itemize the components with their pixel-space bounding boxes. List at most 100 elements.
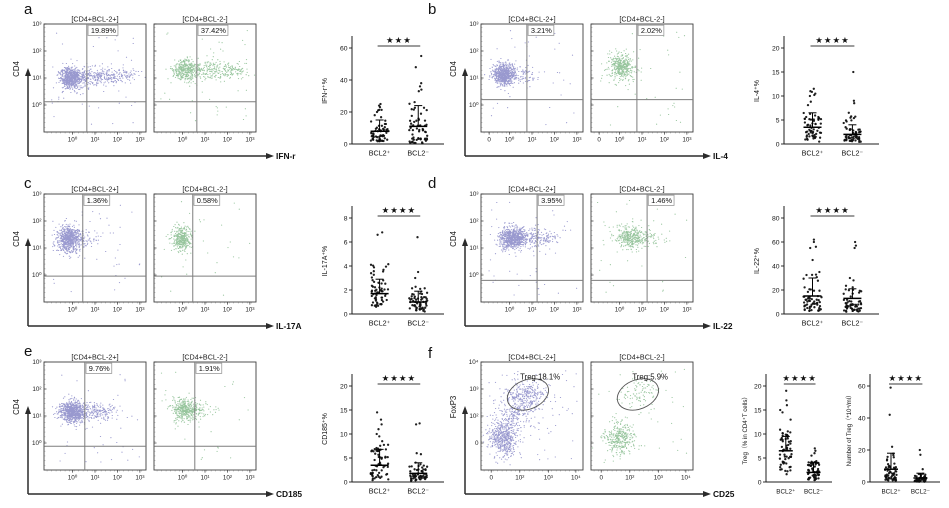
flow-x-axis-label: CD185 (276, 489, 302, 499)
svg-text:6: 6 (344, 239, 348, 246)
svg-text:60: 60 (772, 239, 780, 246)
flow-x-axis-label: IL-22 (713, 321, 733, 331)
svg-text:10²: 10² (32, 48, 41, 55)
group-label: BCL2⁺ (802, 149, 824, 158)
scatter-y-axis-label: IL-22⁺% (754, 248, 761, 274)
significance-stars: ★★★★ (782, 373, 816, 383)
svg-text:10⁴: 10⁴ (681, 475, 691, 482)
svg-text:0: 0 (776, 141, 780, 148)
group-label: BCL2⁺ (881, 489, 900, 496)
svg-text:10: 10 (754, 431, 762, 438)
svg-text:10⁴: 10⁴ (571, 475, 581, 482)
svg-text:10⁰: 10⁰ (178, 475, 188, 482)
svg-text:15: 15 (754, 407, 762, 414)
flow-x-axis-label: IL-17A (276, 321, 302, 331)
svg-text:10¹: 10¹ (637, 307, 646, 314)
cell-dot-cloud (51, 200, 141, 293)
treg-gate-ellipse (506, 378, 549, 411)
svg-text:60: 60 (340, 45, 348, 52)
gate-percentage-label: 0.58% (197, 196, 218, 205)
flow-y-axis-label: FoxP3 (449, 396, 458, 419)
svg-text:10¹: 10¹ (90, 137, 99, 144)
svg-text:10³: 10³ (682, 137, 691, 144)
scatter-y-axis-label: IFN-r⁺% (322, 78, 329, 104)
svg-text:40: 40 (772, 263, 780, 270)
svg-text:[CD4+BCL-2-]: [CD4+BCL-2-] (619, 353, 664, 362)
svg-text:0: 0 (758, 479, 762, 486)
x-axis-arrowhead-icon (266, 153, 274, 159)
dot-strip-e: 0 5 10 15 20 CD185⁺% BCL2⁺ BCL2⁻ ★★★★ (318, 356, 450, 506)
svg-text:10¹: 10¹ (32, 413, 41, 420)
svg-text:40: 40 (340, 77, 348, 84)
svg-text:[CD4+BCL-2-]: [CD4+BCL-2-] (619, 185, 664, 194)
svg-text:[CD4+BCL-2+]: [CD4+BCL-2+] (508, 15, 555, 24)
svg-text:10³: 10³ (32, 191, 41, 198)
svg-text:10⁰: 10⁰ (32, 102, 42, 109)
svg-text:0: 0 (489, 475, 493, 482)
svg-text:10⁰: 10⁰ (505, 137, 515, 144)
svg-text:10⁴: 10⁴ (469, 359, 479, 366)
svg-text:10⁰: 10⁰ (32, 440, 42, 447)
svg-text:10³: 10³ (572, 137, 581, 144)
gate-percentage-label: 9.76% (89, 364, 110, 373)
svg-text:0: 0 (599, 475, 603, 482)
x-axis-arrowhead-icon (703, 153, 711, 159)
svg-text:2: 2 (344, 287, 348, 294)
panel-letter-d: d (428, 175, 437, 192)
y-axis-arrowhead-icon (462, 406, 468, 414)
svg-text:[CD4+BCL-2-]: [CD4+BCL-2-] (182, 185, 227, 194)
group-label: BCL2⁺ (369, 487, 391, 496)
svg-text:0: 0 (776, 311, 780, 318)
x-axis-arrowhead-icon (266, 323, 274, 329)
gate-percentage-label: 1.36% (87, 196, 108, 205)
scatter-y-axis-label: IL-4⁺% (754, 80, 761, 102)
svg-text:10¹: 10¹ (32, 75, 41, 82)
svg-text:10²: 10² (113, 307, 122, 314)
svg-text:10⁰: 10⁰ (178, 137, 188, 144)
flow-y-axis-label: CD4 (449, 231, 458, 247)
svg-text:10²: 10² (515, 475, 524, 482)
svg-text:10¹: 10¹ (200, 307, 209, 314)
group-label: BCL2⁻ (407, 149, 429, 158)
flow-y-axis-label: CD4 (12, 399, 21, 415)
svg-text:10²: 10² (223, 475, 232, 482)
svg-text:0: 0 (475, 440, 479, 447)
group-label: BCL2⁻ (911, 489, 930, 496)
dot-strip-f-number: 0 20 40 60 Number of Treg（*10⁴/ml） BCL2⁺ BCL2⁻… (842, 356, 946, 506)
group-label: BCL2⁻ (842, 149, 864, 158)
gate-percentage-label: 1.91% (199, 364, 220, 373)
svg-text:10¹: 10¹ (527, 307, 536, 314)
scatter-y-axis-label: CD185⁺% (322, 413, 329, 445)
y-axis-arrowhead-icon (462, 68, 468, 76)
scatter-y-axis-label: IL-17A⁺% (322, 246, 329, 277)
panel-letter-a: a (24, 1, 33, 18)
svg-text:10¹: 10¹ (469, 75, 478, 82)
cell-dot-cloud (160, 30, 256, 122)
scatter-y-axis-label: Treg（% in CD4⁺T cells） (742, 394, 749, 465)
significance-stars: ★★★ (386, 35, 412, 45)
gate-percentage-label: Treg:18.1% (520, 372, 560, 381)
svg-text:40: 40 (858, 415, 866, 422)
dot-strip-svg: 0 5 10 15 20 IL-4⁺% BCL2⁺ BCL2⁻ ★★★★ (754, 35, 879, 158)
svg-text:15: 15 (772, 69, 780, 76)
flow-cytometry-svg: [CD4+BCL-2+] 3.21% 0 10⁰ 10¹ 10² 10³ 10³ 10² 10¹ 1… (449, 15, 728, 162)
svg-text:10²: 10² (223, 137, 232, 144)
svg-text:[CD4+BCL-2+]: [CD4+BCL-2+] (71, 185, 118, 194)
svg-text:10³: 10³ (682, 307, 691, 314)
group-label: BCL2⁻ (804, 489, 823, 496)
svg-text:[CD4+BCL-2-]: [CD4+BCL-2-] (619, 15, 664, 24)
dot-strip-svg: 0 20 40 60 Number of Treg（*10⁴/ml） BCL2⁺ BCL2⁻… (846, 373, 940, 496)
svg-text:10³: 10³ (135, 475, 144, 482)
svg-text:10³: 10³ (245, 475, 254, 482)
flow-x-axis-label: IFN-r (276, 151, 296, 161)
significance-stars: ★★★★ (815, 205, 849, 215)
svg-text:80: 80 (772, 215, 780, 222)
svg-text:20: 20 (772, 287, 780, 294)
svg-text:10²: 10² (660, 137, 669, 144)
svg-text:0: 0 (597, 137, 601, 144)
svg-text:10⁰: 10⁰ (615, 307, 625, 314)
dot-strip-d: 0 20 40 60 80 IL-22⁺% BCL2⁺ BCL2⁻ ★★★★ (750, 188, 885, 338)
dot-strip-svg: 0 5 10 15 20 Treg（% in CD4⁺T cells） BCL2⁺ BCL2⁻… (742, 373, 832, 496)
flow-plots-a: [CD4+BCL-2+] 19.89% 10⁰ 10¹ 10² 10³ 10³ 10² 10¹ 1… (8, 14, 308, 170)
svg-text:10⁰: 10⁰ (32, 272, 42, 279)
